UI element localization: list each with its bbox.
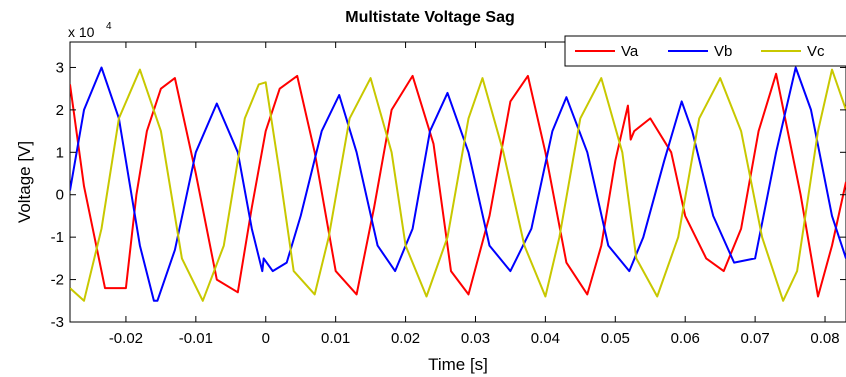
- y-tick-label: 0: [56, 187, 64, 204]
- x-tick-label: -0.02: [109, 330, 143, 347]
- legend: Va Vb Vc: [564, 35, 846, 67]
- y-tick-label: -2: [51, 272, 64, 289]
- x-tick-label: 0: [262, 330, 270, 347]
- y-exponent-power: 4: [106, 21, 112, 32]
- x-tick-label: -0.01: [179, 330, 213, 347]
- x-tick-label: 0.02: [391, 330, 420, 347]
- y-exponent-base: x 10: [68, 24, 95, 40]
- x-tick-label: 0.03: [461, 330, 490, 347]
- x-tick-label: 0.06: [671, 330, 700, 347]
- x-tick-label: 0.05: [601, 330, 630, 347]
- y-tick-label: 2: [56, 102, 64, 119]
- y-tick-label: 3: [56, 59, 64, 76]
- y-exponent: x 10 4: [68, 21, 112, 40]
- series-line-va: [70, 72, 846, 298]
- series-line-vc: [70, 68, 846, 302]
- ticks-layer: -0.02 -0.01 0 0.01 0.02 0.03 0.04 0.05 0.06 0.07 0…: [51, 42, 846, 347]
- y-tick-label: -1: [51, 229, 64, 246]
- x-tick-label: 0.04: [531, 330, 560, 347]
- x-axis-label: Time [s]: [428, 355, 488, 374]
- legend-label-va: Va: [621, 43, 639, 60]
- y-tick-label: -3: [51, 314, 64, 331]
- y-axis-label: Voltage [V]: [15, 141, 34, 223]
- x-tick-label: 0.08: [810, 330, 839, 347]
- x-tick-label: 0.01: [321, 330, 350, 347]
- chart-title: Multistate Voltage Sag: [345, 9, 515, 26]
- series-layer: [70, 66, 846, 302]
- legend-label-vc: Vc: [807, 43, 825, 60]
- series-line-vb: [70, 66, 846, 302]
- y-tick-label: 1: [56, 144, 64, 161]
- legend-label-vb: Vb: [714, 43, 732, 60]
- x-tick-label: 0.07: [741, 330, 770, 347]
